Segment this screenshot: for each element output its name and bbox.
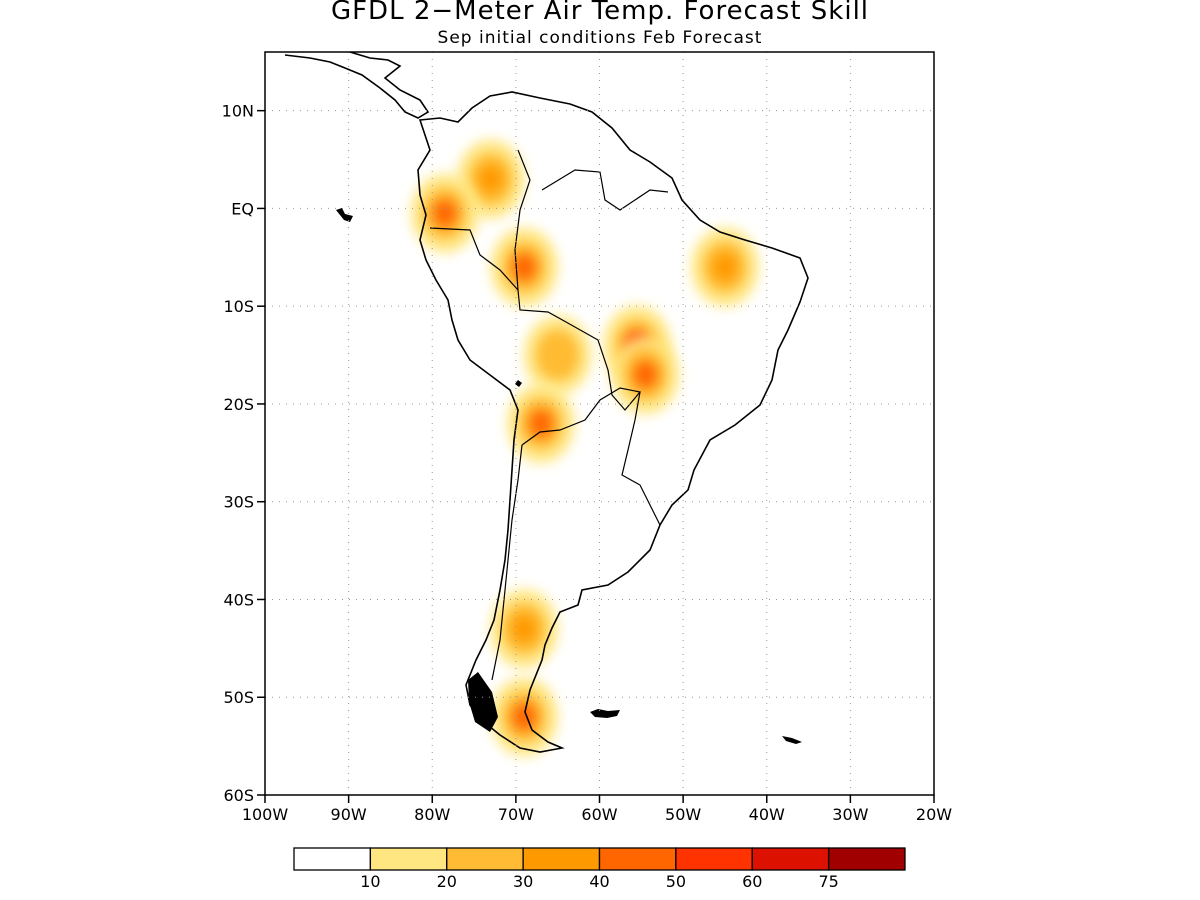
colorbar-swatch-3 bbox=[522, 847, 601, 871]
skill-core-1 bbox=[432, 199, 457, 228]
skill-core-7 bbox=[528, 409, 553, 438]
galapagos-islands bbox=[336, 208, 353, 222]
skill-shading bbox=[410, 139, 759, 757]
colorbar-swatch-6 bbox=[751, 847, 830, 871]
lon-tick-label: 20W bbox=[916, 805, 952, 824]
skill-core-0 bbox=[478, 165, 503, 194]
skill-core-9 bbox=[512, 702, 537, 731]
lake-titicaca bbox=[515, 380, 522, 387]
coastline bbox=[284, 52, 809, 753]
lon-tick-label: 100W bbox=[242, 805, 289, 824]
colorbar-swatch-1 bbox=[369, 847, 448, 871]
map-grid bbox=[265, 52, 934, 795]
skill-core-6 bbox=[545, 341, 570, 370]
skill-core-8 bbox=[512, 614, 537, 643]
lon-tick-label: 60W bbox=[581, 805, 617, 824]
colorbar-label: 75 bbox=[818, 872, 838, 891]
map-title: GFDL 2−Meter Air Temp. Forecast Skill bbox=[330, 0, 870, 26]
south-america-outline bbox=[417, 91, 809, 753]
chile-fjords bbox=[468, 672, 498, 732]
lat-tick-label: 10N bbox=[222, 102, 254, 121]
colorbar-swatch-5 bbox=[675, 847, 753, 871]
south-georgia bbox=[782, 736, 802, 744]
lon-tick-label: 80W bbox=[414, 805, 450, 824]
colorbar: 10 20 30 40 50 60 75 bbox=[293, 847, 906, 891]
colorbar-label: 20 bbox=[437, 872, 457, 891]
lat-tick-label: EQ bbox=[231, 199, 254, 218]
skill-core-2 bbox=[512, 253, 537, 282]
colorbar-label: 50 bbox=[666, 872, 686, 891]
skill-core-4 bbox=[633, 360, 658, 389]
lat-tick-label: 20S bbox=[223, 395, 254, 414]
lon-tick-label: 50W bbox=[665, 805, 701, 824]
falkland-islands bbox=[590, 709, 620, 718]
colorbar-label: 30 bbox=[513, 872, 533, 891]
lat-tick-label: 50S bbox=[223, 688, 254, 707]
lon-tick-label: 90W bbox=[331, 805, 367, 824]
colorbar-swatch-0 bbox=[293, 847, 372, 871]
map-subtitle: Sep initial conditions Feb Forecast bbox=[437, 28, 763, 48]
lat-tick-label: 30S bbox=[223, 493, 254, 512]
colorbar-swatch-4 bbox=[598, 847, 677, 871]
colorbar-swatch-7 bbox=[827, 847, 906, 871]
lon-tick-label: 40W bbox=[749, 805, 785, 824]
lat-tick-label: 10S bbox=[223, 297, 254, 316]
colorbar-label: 40 bbox=[589, 872, 609, 891]
central-america-outline bbox=[284, 52, 430, 119]
lon-tick-label: 70W bbox=[498, 805, 534, 824]
skill-core-5 bbox=[712, 253, 737, 282]
colorbar-label: 10 bbox=[360, 872, 380, 891]
border-lines bbox=[429, 149, 669, 681]
colorbar-label: 60 bbox=[742, 872, 762, 891]
colorbar-swatch-2 bbox=[446, 847, 524, 871]
lat-tick-label: 40S bbox=[223, 590, 254, 609]
lon-tick-label: 30W bbox=[832, 805, 868, 824]
lat-tick-label: 60S bbox=[223, 786, 254, 805]
